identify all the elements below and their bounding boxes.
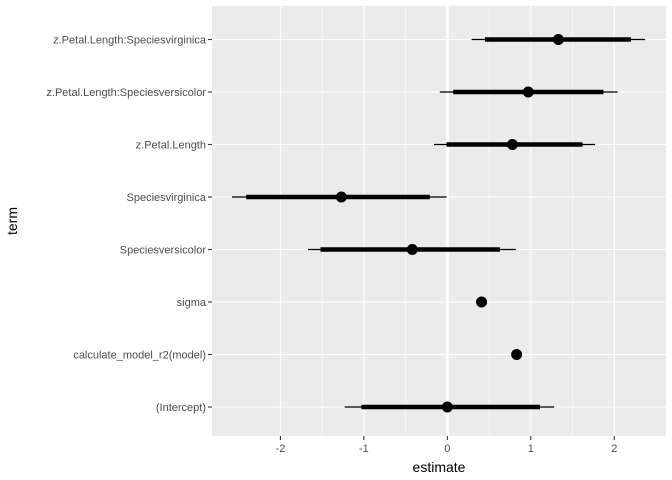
x-tick-label: 2: [611, 443, 617, 455]
x-tick-label: 0: [444, 443, 450, 455]
estimate-point: [552, 34, 564, 45]
estimate-point: [511, 349, 523, 360]
y-tick-label: (Intercept): [156, 402, 206, 414]
y-tick-label: z.Petal.Length: [136, 140, 206, 152]
y-tick-label: z.Petal.Length:Speciesversicolor: [46, 87, 206, 99]
estimate-point: [406, 244, 418, 255]
x-tick-label: -1: [359, 443, 369, 455]
y-tick-label: sigma: [177, 297, 207, 309]
estimate-point: [441, 401, 453, 413]
plot-panel: [212, 6, 666, 436]
data-marks: [232, 34, 646, 413]
x-axis-ticks: -2 -1 0 1 2: [276, 436, 617, 455]
estimate-point: [476, 296, 488, 308]
y-tick-label: Speciesversicolor: [120, 245, 207, 257]
x-tick-label: 1: [528, 443, 534, 455]
x-tick-label: -2: [276, 443, 286, 455]
estimate-point: [335, 191, 347, 203]
estimate-point: [506, 139, 518, 150]
y-tick-label: Speciesvirginica: [127, 192, 207, 204]
grid-minor: [321, 6, 573, 436]
estimate-point: [522, 86, 534, 98]
x-axis-title: estimate: [413, 459, 466, 475]
y-tick-label: calculate_model_r2(model): [73, 350, 206, 362]
y-axis-ticks: z.Petal.Length:Speciesvirginica z.Petal.L…: [46, 35, 212, 414]
y-axis-title: term: [4, 207, 20, 235]
y-tick-label: z.Petal.Length:Speciesvirginica: [53, 35, 207, 47]
